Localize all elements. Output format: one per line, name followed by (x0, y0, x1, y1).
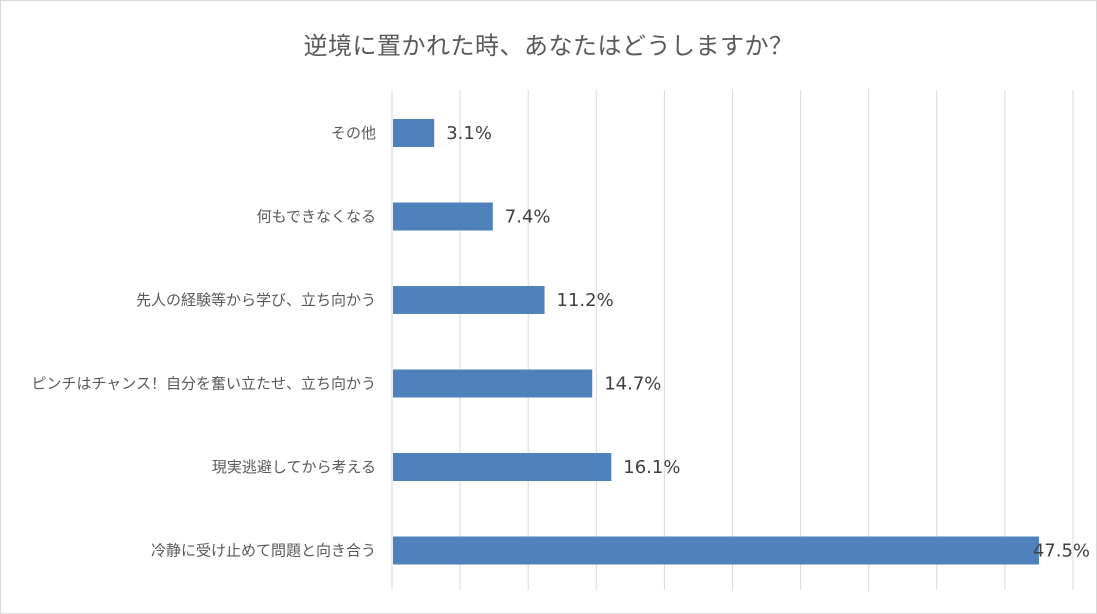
data-label: 47.5% (1033, 541, 1090, 562)
data-label: 11.2% (557, 290, 614, 311)
data-label: 14.7% (604, 374, 661, 395)
category-label: 何もできなくなる (257, 208, 376, 226)
data-label: 7.4% (505, 207, 551, 228)
bar (393, 119, 435, 147)
chart-title: 逆境に置かれた時、あなたはどうしますか？ (303, 32, 794, 60)
bar (393, 536, 1039, 565)
bar (393, 202, 493, 231)
category-label: 先人の経験等から学び、立ち向かう (136, 291, 376, 309)
data-label: 3.1% (446, 123, 492, 144)
data-label: 16.1% (623, 457, 680, 478)
gridlines (459, 90, 1074, 590)
category-label: ピンチはチャンス！自分を奮い立たせ、立ち向かう (31, 375, 376, 393)
category-label: その他 (331, 124, 376, 142)
bar (393, 453, 612, 481)
category-label: 現実逃避してから考える (212, 458, 376, 476)
bar (393, 286, 545, 314)
category-label: 冷静に受け止めて問題と向き合う (151, 542, 376, 560)
bar (393, 369, 593, 398)
